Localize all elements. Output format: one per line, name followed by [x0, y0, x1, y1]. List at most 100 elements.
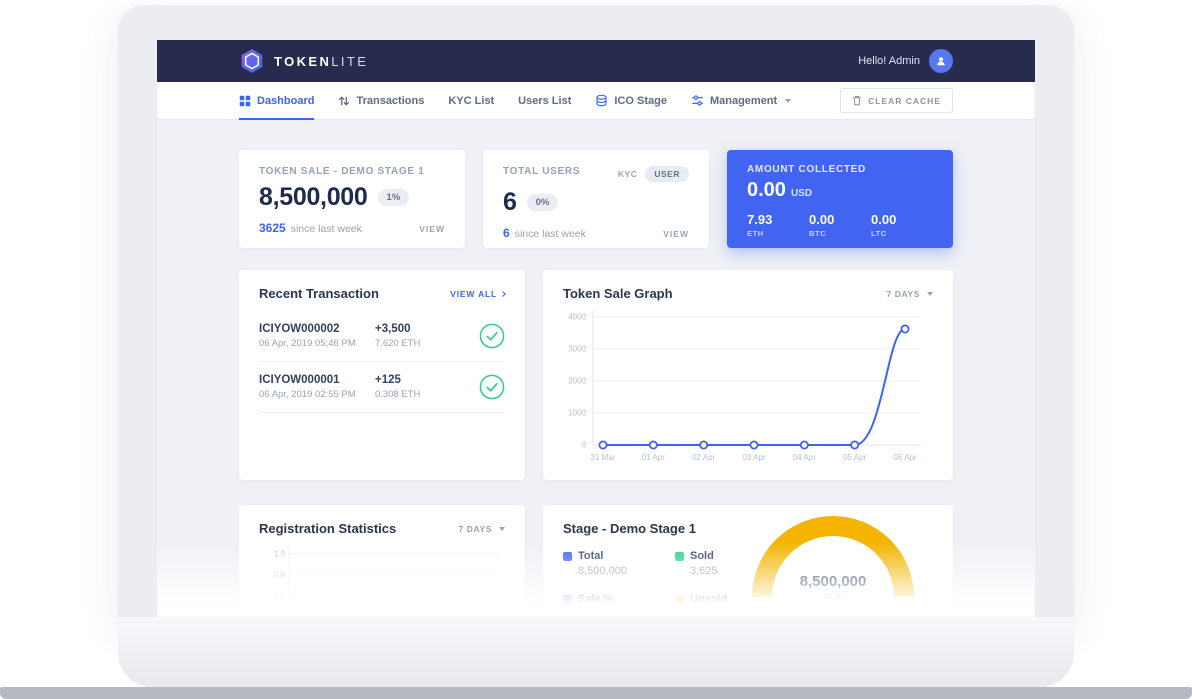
chevron-down-icon	[785, 98, 792, 103]
panel-title: Registration Statistics	[259, 521, 397, 536]
token-sale-graph-card: Token Sale Graph 7 DAYS 0 1000 2000 3000 400…	[543, 270, 953, 480]
view-all-link[interactable]: VIEW ALL	[450, 289, 506, 299]
confirmed-check-icon	[479, 323, 505, 349]
view-link[interactable]: VIEW	[663, 229, 689, 239]
nav-transactions[interactable]: Transactions	[326, 82, 436, 119]
nav-kyc-list[interactable]: KYC List	[448, 94, 495, 107]
view-link[interactable]: VIEW	[419, 224, 445, 234]
stage-gauge: 8,500,000 TLE	[747, 511, 919, 603]
total-users-value: 6	[503, 188, 517, 216]
svg-text:3000: 3000	[568, 345, 586, 354]
card-title: AMOUNT COLLECTED	[747, 164, 866, 175]
stage-card: Stage - Demo Stage 1 Total 8,500,000 Sol…	[543, 505, 953, 617]
transaction-id: ICIYOW000001	[259, 374, 340, 386]
svg-text:4000: 4000	[568, 313, 586, 322]
svg-text:02 Apr: 02 Apr	[692, 453, 715, 462]
token-sale-line-chart: 0 1000 2000 3000 4000 31 Mar 01 Apr 02 Apr 03 Ap…	[568, 311, 921, 462]
svg-text:05 Apr: 05 Apr	[843, 453, 866, 462]
breakdown-btc: 0.00 BTC	[809, 212, 835, 238]
screen: TOKENLITE Hello! Admin Dashboard	[157, 40, 1035, 617]
transaction-row[interactable]: ICIYOW000002 06 Apr, 2019 05:46 PM +3,50…	[259, 311, 505, 362]
delta-value: 6	[503, 226, 510, 240]
registration-statistics-chart: 1.0 0.8 0.6	[274, 546, 499, 617]
svg-text:0: 0	[582, 441, 587, 450]
gauge-value: 8,500,000	[799, 573, 867, 590]
legend-item-total: Total 8,500,000	[563, 550, 667, 577]
legend-swatch	[675, 552, 684, 561]
kyc-toggle[interactable]: KYC	[617, 169, 638, 179]
panel-title: Recent Transaction	[259, 286, 379, 301]
device-base	[0, 687, 1192, 699]
legend-swatch	[675, 595, 684, 604]
nav-items: Dashboard Transactions KYC List Users Li…	[239, 82, 803, 120]
brand-logo: TOKENLITE	[239, 48, 368, 74]
change-badge: 1%	[377, 189, 410, 206]
svg-text:31 Mar: 31 Mar	[591, 453, 616, 462]
confirmed-check-icon	[479, 374, 505, 400]
svg-text:04 Apr: 04 Apr	[793, 453, 816, 462]
breakdown-ltc: 0.00 LTC	[871, 212, 897, 238]
svg-text:1.0: 1.0	[274, 550, 286, 559]
transaction-amount: +125	[375, 374, 401, 386]
settings-sliders-icon	[692, 95, 703, 106]
user-toggle[interactable]: USER	[645, 166, 689, 182]
swap-arrows-icon	[339, 96, 350, 105]
clear-cache-button[interactable]: CLEAR CACHE	[840, 88, 953, 113]
stats-row: TOKEN SALE - DEMO STAGE 1 8,500,000 1% 3…	[239, 150, 953, 248]
range-dropdown[interactable]: 7 DAYS	[458, 524, 505, 534]
svg-text:03 Apr: 03 Apr	[742, 453, 765, 462]
user-icon	[937, 57, 945, 66]
delta-value: 3625	[259, 221, 286, 235]
token-sale-card: TOKEN SALE - DEMO STAGE 1 8,500,000 1% 3…	[239, 150, 465, 248]
registration-statistics-card: Registration Statistics 7 DAYS 1.0 0.8 0.6	[239, 505, 525, 617]
transaction-list: ICIYOW000002 06 Apr, 2019 05:46 PM +3,50…	[259, 311, 505, 413]
legend-swatch	[563, 595, 572, 604]
breakdown-eth: 7.93 ETH	[747, 212, 773, 238]
svg-text:0.6: 0.6	[274, 592, 286, 601]
dashboard-content: TOKEN SALE - DEMO STAGE 1 8,500,000 1% 3…	[157, 120, 1035, 617]
total-users-card: TOTAL USERS KYC USER 6 0% 6 since last w…	[483, 150, 709, 248]
chevron-down-icon	[499, 526, 505, 531]
svg-text:1000: 1000	[568, 409, 586, 418]
amount-collected-card: AMOUNT COLLECTED 0.00 USD 7.93 ETH 0.00 …	[727, 150, 953, 248]
brand-name: TOKENLITE	[274, 53, 369, 69]
device-frame: TOKENLITE Hello! Admin Dashboard	[118, 5, 1074, 617]
dashboard-grid-icon	[239, 95, 251, 106]
legend-item-sale-percent: Sale %	[563, 593, 667, 608]
svg-text:0.8: 0.8	[274, 571, 286, 580]
range-dropdown[interactable]: 7 DAYS	[886, 289, 933, 299]
chevron-down-icon	[927, 291, 933, 296]
user-menu[interactable]: Hello! Admin	[858, 49, 953, 73]
nav-dashboard[interactable]: Dashboard	[239, 82, 326, 120]
panel-title: Token Sale Graph	[563, 286, 673, 301]
transaction-date: 06 Apr, 2019 02:55 PM	[259, 389, 356, 400]
middle-row: Recent Transaction VIEW ALL ICIYOW000002…	[239, 270, 953, 480]
bottom-row: Registration Statistics 7 DAYS 1.0 0.8 0.6…	[239, 505, 953, 617]
card-title: TOTAL USERS	[503, 166, 581, 177]
svg-text:2000: 2000	[568, 377, 586, 386]
app-header: TOKENLITE Hello! Admin	[157, 40, 1035, 82]
recent-transactions-card: Recent Transaction VIEW ALL ICIYOW000002…	[239, 270, 525, 480]
legend-swatch	[563, 552, 572, 561]
gauge-unit: TLE	[823, 592, 843, 602]
users-toggle: KYC USER	[618, 166, 689, 182]
delta-label: since last week	[514, 228, 586, 240]
amount-currency: USD	[790, 188, 813, 199]
nav-users-list[interactable]: Users List	[518, 94, 572, 107]
token-sale-value: 8,500,000	[259, 183, 368, 211]
avatar[interactable]	[929, 49, 953, 73]
delta-label: since last week	[290, 223, 362, 235]
amount-value: 0.00	[747, 179, 786, 201]
transaction-date: 06 Apr, 2019 05:46 PM	[259, 338, 356, 349]
chevron-right-icon	[500, 290, 506, 297]
tokenlite-logo-icon	[241, 49, 263, 73]
transaction-row[interactable]: ICIYOW000001 06 Apr, 2019 02:55 PM +125 …	[259, 362, 505, 413]
transaction-amount: +3,500	[375, 323, 411, 335]
nav-management[interactable]: Management	[679, 82, 803, 119]
svg-text:06 Apr: 06 Apr	[893, 453, 916, 462]
transaction-eth-amount: 7.620 ETH	[375, 338, 421, 349]
device-chin	[118, 617, 1074, 687]
card-title: TOKEN SALE - DEMO STAGE 1	[259, 166, 425, 177]
nav-ico-stage[interactable]: ICO Stage	[583, 82, 679, 119]
currency-breakdown: 7.93 ETH 0.00 BTC 0.00 LTC	[747, 212, 933, 238]
